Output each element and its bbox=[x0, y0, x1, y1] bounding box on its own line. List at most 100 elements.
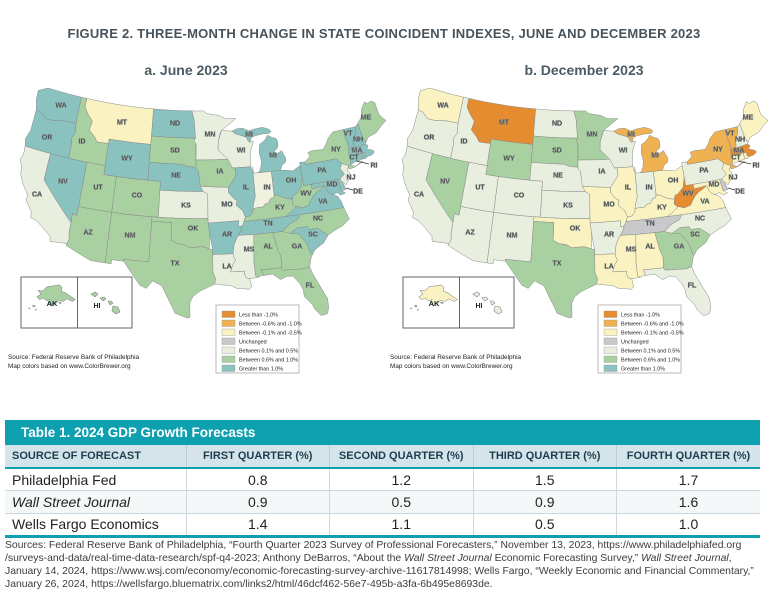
svg-text:ID: ID bbox=[461, 138, 468, 145]
svg-text:WY: WY bbox=[121, 155, 133, 162]
svg-text:KY: KY bbox=[657, 204, 667, 211]
svg-text:MN: MN bbox=[587, 131, 598, 138]
svg-text:SD: SD bbox=[552, 147, 562, 154]
svg-text:DE: DE bbox=[735, 188, 745, 195]
svg-text:RI: RI bbox=[371, 162, 378, 169]
svg-text:Unchanged: Unchanged bbox=[239, 340, 267, 346]
svg-text:NJ: NJ bbox=[347, 174, 356, 181]
svg-text:MT: MT bbox=[117, 119, 128, 126]
svg-text:Between -0.1% and -0.5%: Between -0.1% and -0.5% bbox=[239, 331, 302, 337]
svg-text:NJ: NJ bbox=[729, 174, 738, 181]
svg-text:AK: AK bbox=[429, 299, 440, 308]
svg-text:MO: MO bbox=[603, 201, 615, 208]
svg-text:CO: CO bbox=[132, 192, 143, 199]
svg-text:NH: NH bbox=[353, 136, 363, 143]
svg-text:VT: VT bbox=[344, 130, 354, 137]
svg-text:TN: TN bbox=[263, 220, 272, 227]
svg-text:LA: LA bbox=[222, 263, 231, 270]
svg-text:MI: MI bbox=[651, 152, 659, 159]
svg-text:SD: SD bbox=[170, 147, 180, 154]
svg-text:HI: HI bbox=[476, 303, 483, 310]
svg-text:Source: Federal Reserve Bank: Source: Federal Reserve Bank of Philadel… bbox=[390, 354, 522, 361]
svg-text:NV: NV bbox=[440, 178, 450, 185]
svg-text:AR: AR bbox=[604, 231, 614, 238]
svg-text:NV: NV bbox=[58, 178, 68, 185]
svg-text:IN: IN bbox=[646, 184, 653, 191]
svg-text:SC: SC bbox=[308, 231, 318, 238]
svg-text:GA: GA bbox=[674, 243, 685, 250]
svg-text:Between 0.6% and 1.0%: Between 0.6% and 1.0% bbox=[621, 358, 680, 364]
svg-text:NC: NC bbox=[695, 215, 705, 222]
svg-text:CO: CO bbox=[514, 192, 525, 199]
svg-text:HI: HI bbox=[94, 303, 101, 310]
svg-text:KY: KY bbox=[275, 204, 285, 211]
svg-text:MN: MN bbox=[205, 131, 216, 138]
svg-text:MD: MD bbox=[327, 181, 338, 188]
svg-text:ND: ND bbox=[552, 120, 562, 127]
svg-text:RI: RI bbox=[753, 162, 760, 169]
svg-text:UT: UT bbox=[93, 184, 103, 191]
svg-text:MS: MS bbox=[626, 246, 637, 253]
svg-text:MT: MT bbox=[499, 119, 510, 126]
svg-text:Between 0.6% and 1.0%: Between 0.6% and 1.0% bbox=[239, 358, 298, 364]
svg-text:WV: WV bbox=[682, 190, 694, 197]
svg-text:GA: GA bbox=[292, 243, 303, 250]
svg-text:ND: ND bbox=[170, 120, 180, 127]
svg-text:MI: MI bbox=[269, 152, 277, 159]
svg-text:IA: IA bbox=[217, 168, 224, 175]
svg-text:TX: TX bbox=[553, 260, 562, 267]
svg-text:NY: NY bbox=[713, 146, 723, 153]
svg-text:Between -0.1% and -0.5%: Between -0.1% and -0.5% bbox=[621, 331, 684, 337]
svg-text:ME: ME bbox=[743, 114, 754, 121]
svg-text:CT: CT bbox=[731, 154, 741, 161]
svg-text:ID: ID bbox=[79, 138, 86, 145]
svg-text:OK: OK bbox=[570, 225, 581, 232]
svg-text:OR: OR bbox=[424, 134, 435, 141]
svg-text:NY: NY bbox=[331, 146, 341, 153]
svg-text:PA: PA bbox=[317, 167, 326, 174]
svg-text:AK: AK bbox=[47, 299, 58, 308]
svg-text:Less than -1.0%: Less than -1.0% bbox=[621, 313, 660, 319]
svg-text:SC: SC bbox=[690, 231, 700, 238]
svg-text:PA: PA bbox=[699, 167, 708, 174]
svg-text:Greater than 1.0%: Greater than 1.0% bbox=[621, 367, 665, 373]
svg-text:VA: VA bbox=[700, 198, 709, 205]
svg-text:WA: WA bbox=[437, 102, 448, 109]
svg-text:Less than -1.0%: Less than -1.0% bbox=[239, 313, 278, 319]
svg-text:Between 0.1% and 0.5%: Between 0.1% and 0.5% bbox=[239, 349, 298, 355]
svg-text:IL: IL bbox=[243, 184, 250, 191]
svg-text:NE: NE bbox=[553, 172, 563, 179]
svg-text:TN: TN bbox=[645, 220, 654, 227]
svg-text:WV: WV bbox=[300, 190, 312, 197]
svg-text:MO: MO bbox=[221, 201, 233, 208]
svg-text:IA: IA bbox=[599, 168, 606, 175]
svg-text:FL: FL bbox=[688, 282, 697, 289]
svg-text:ME: ME bbox=[361, 114, 372, 121]
svg-text:KS: KS bbox=[563, 202, 573, 209]
svg-text:KS: KS bbox=[181, 202, 191, 209]
svg-text:Between 0.1% and 0.5%: Between 0.1% and 0.5% bbox=[621, 349, 680, 355]
svg-text:DE: DE bbox=[353, 188, 363, 195]
svg-text:OK: OK bbox=[188, 225, 199, 232]
svg-text:CA: CA bbox=[32, 191, 42, 198]
svg-text:AL: AL bbox=[263, 243, 273, 250]
svg-text:OH: OH bbox=[668, 177, 679, 184]
svg-text:WY: WY bbox=[503, 155, 515, 162]
svg-text:IN: IN bbox=[264, 184, 271, 191]
svg-text:AL: AL bbox=[645, 243, 655, 250]
svg-text:Map colors based on www.ColorB: Map colors based on www.ColorBrewer.org bbox=[8, 363, 131, 370]
svg-text:NH: NH bbox=[735, 136, 745, 143]
svg-text:FL: FL bbox=[306, 282, 315, 289]
svg-text:CA: CA bbox=[414, 191, 424, 198]
svg-text:LA: LA bbox=[604, 263, 613, 270]
svg-text:MS: MS bbox=[244, 246, 255, 253]
svg-text:MD: MD bbox=[709, 181, 720, 188]
svg-text:IL: IL bbox=[625, 184, 632, 191]
svg-text:MA: MA bbox=[352, 147, 363, 154]
svg-text:Between -0.6% and -1.0%: Between -0.6% and -1.0% bbox=[621, 322, 684, 328]
svg-text:MI: MI bbox=[627, 131, 635, 138]
svg-text:Between -0.6% and -1.0%: Between -0.6% and -1.0% bbox=[239, 322, 302, 328]
svg-text:NM: NM bbox=[507, 232, 518, 239]
svg-text:VT: VT bbox=[726, 130, 736, 137]
svg-text:VA: VA bbox=[318, 198, 327, 205]
